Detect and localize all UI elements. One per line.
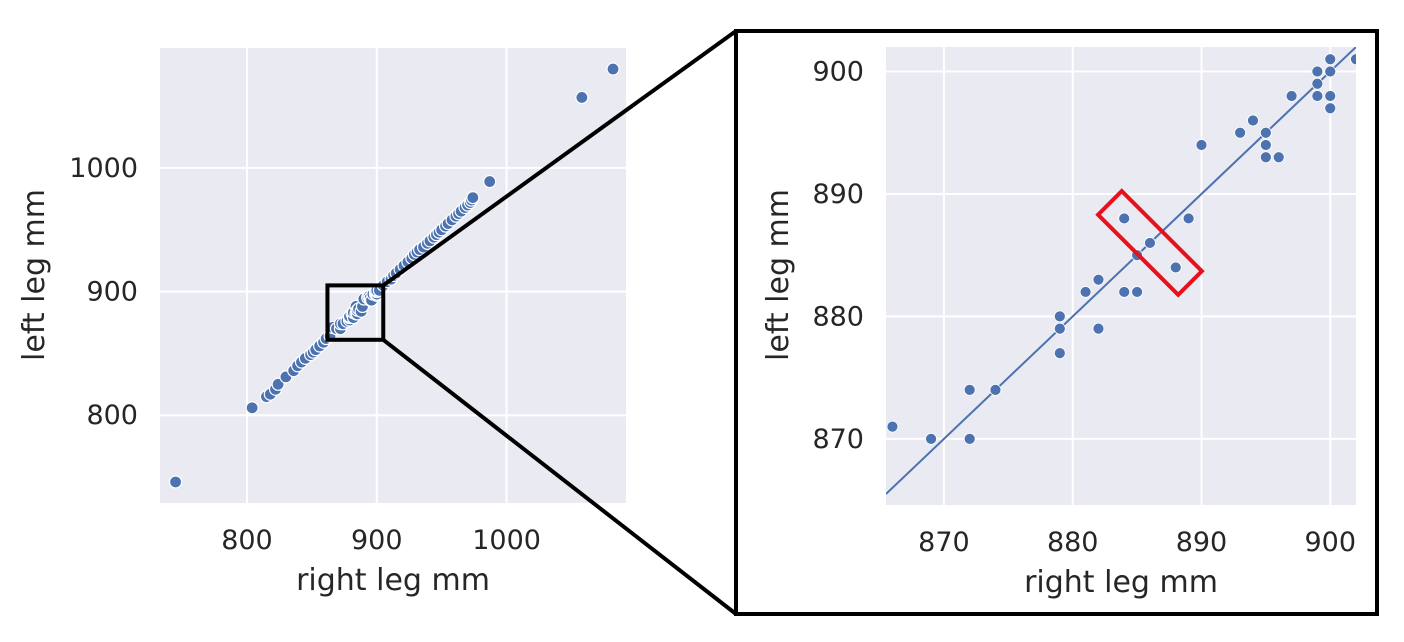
zoom-data-point — [886, 420, 899, 433]
zoom-y-tick-label: 870 — [812, 424, 864, 455]
zoom-fit-line — [886, 47, 1356, 495]
zoom-y-tick-label: 890 — [812, 179, 864, 210]
zoom-data-point — [1259, 126, 1272, 139]
overview-data-point — [466, 191, 480, 205]
zoom-data-point — [1053, 347, 1066, 360]
zoom-data-point — [1131, 286, 1143, 298]
overview-data-point — [575, 90, 589, 105]
zoom-data-point — [1259, 139, 1272, 151]
zoom-data-point — [989, 383, 1002, 396]
overview-data-point — [606, 62, 620, 76]
zoom-data-point — [1169, 261, 1182, 274]
zoom-y-tick-label: 900 — [812, 56, 864, 87]
zoom-data-point — [1182, 212, 1195, 225]
zoom-connector-top — [382, 29, 738, 288]
zoom-data-point — [1092, 273, 1105, 286]
zoom-data-point — [1118, 286, 1131, 298]
zoom-x-tick-label: 870 — [918, 527, 970, 558]
overview-data-point — [245, 401, 259, 415]
zoom-x-axis-label: right leg mm — [1024, 565, 1218, 600]
overview-data-point — [168, 475, 183, 489]
zoom-data-point — [1350, 53, 1356, 66]
zoom-data-point — [1259, 151, 1272, 164]
zoom-points — [886, 53, 1356, 445]
overview-y-axis-label: left leg mm — [17, 189, 52, 361]
overview-y-tick-label: 900 — [86, 277, 138, 308]
overview-data-point — [483, 174, 497, 189]
zoom-data-point — [1324, 65, 1337, 78]
zoom-panel: 870 880 890 900 870 880 890 900 right leg mm le… — [734, 29, 1379, 616]
zoom-y-axis-label: left leg mm — [761, 189, 796, 361]
zoom-data-point — [1053, 322, 1066, 335]
zoom-data-point — [1324, 53, 1337, 66]
zoom-data-point — [1144, 237, 1156, 249]
zoom-x-tick-label: 900 — [1304, 527, 1356, 558]
zoom-data-point — [1118, 212, 1131, 225]
zoom-connectors — [382, 29, 738, 616]
zoom-data-point — [1195, 139, 1208, 151]
zoom-data-point — [925, 432, 937, 445]
zoom-data-point — [1053, 310, 1066, 323]
zoom-data-point — [1324, 102, 1337, 115]
zoom-data-point — [1234, 126, 1247, 139]
zoom-data-point — [1247, 114, 1259, 127]
overview-zoom-box — [325, 283, 386, 342]
zoom-y-tick-label: 880 — [812, 301, 864, 332]
zoom-data-point — [1324, 90, 1337, 102]
overview-tick-labels: 800 900 1000 800 900 1000 — [69, 153, 541, 556]
overview-y-tick-label: 1000 — [69, 153, 138, 184]
overview-panel: 800 900 1000 800 900 1000 right leg mm left l… — [17, 48, 626, 598]
zoom-tick-labels: 870 880 890 900 870 880 890 900 — [812, 56, 1356, 558]
zoom-data-point — [963, 432, 976, 445]
zoom-connector-bottom — [382, 338, 738, 616]
overview-x-tick-label: 1000 — [472, 525, 541, 556]
zoom-highlight-box — [1095, 188, 1205, 298]
zoom-x-tick-label: 890 — [1176, 527, 1228, 558]
zoom-data-point — [1311, 90, 1324, 102]
zoom-x-tick-label: 880 — [1047, 527, 1099, 558]
zoom-plot-area — [886, 47, 1356, 505]
overview-x-tick-label: 800 — [221, 525, 273, 556]
zoom-data-point — [963, 383, 976, 396]
overview-y-tick-label: 800 — [86, 400, 138, 431]
overview-x-axis-label: right leg mm — [296, 563, 490, 598]
overview-points — [168, 62, 620, 489]
overview-x-tick-label: 900 — [351, 525, 403, 556]
zoom-data-point — [1311, 77, 1324, 90]
zoom-data-point — [1272, 151, 1285, 164]
zoom-data-point — [1285, 90, 1298, 102]
zoom-data-point — [1311, 65, 1324, 78]
zoom-data-point — [1079, 286, 1092, 298]
zoom-data-point — [1092, 322, 1105, 335]
